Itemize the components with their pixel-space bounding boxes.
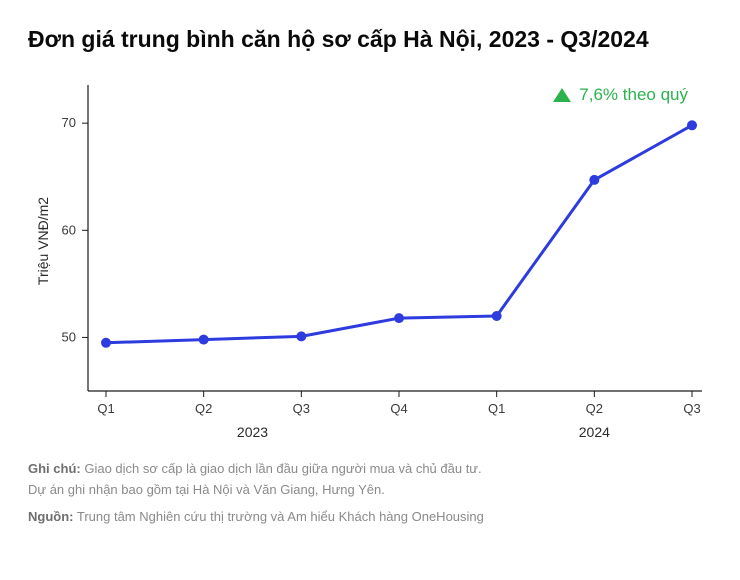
svg-text:2023: 2023: [237, 424, 268, 440]
svg-text:Q2: Q2: [195, 401, 212, 416]
change-badge: 7,6% theo quý: [553, 85, 688, 105]
svg-text:Triệu VNĐ/m2: Triệu VNĐ/m2: [35, 197, 51, 285]
svg-text:Q2: Q2: [586, 401, 603, 416]
svg-text:Q1: Q1: [97, 401, 114, 416]
svg-text:50: 50: [62, 329, 76, 344]
svg-text:Q1: Q1: [488, 401, 505, 416]
note-line-3: Nguồn: Trung tâm Nghiên cứu thị trường v…: [28, 507, 712, 528]
chart-area: 50 60 70 Q1 Q2 Q3 Q4 Q1 Q2 Q3 2023 2024 Triệu VNĐ/m2…: [28, 63, 712, 453]
svg-text:70: 70: [62, 115, 76, 130]
svg-text:Q3: Q3: [683, 401, 700, 416]
note-lead-1: Ghi chú:: [28, 461, 81, 476]
footnotes: Ghi chú: Giao dịch sơ cấp là giao dịch l…: [28, 459, 712, 527]
note-line-2: Dự án ghi nhận bao gồm tại Hà Nội và Văn…: [28, 480, 712, 501]
note-text-1: Giao dịch sơ cấp là giao dịch lần đầu gi…: [84, 461, 481, 476]
triangle-up-icon: [553, 88, 571, 102]
chart-card: Đơn giá trung bình căn hộ sơ cấp Hà Nội,…: [0, 0, 740, 580]
svg-text:2024: 2024: [579, 424, 610, 440]
svg-text:Q4: Q4: [390, 401, 407, 416]
note-text-3: Trung tâm Nghiên cứu thị trường và Am hi…: [77, 509, 484, 524]
svg-text:Q3: Q3: [293, 401, 310, 416]
note-lead-2: Nguồn:: [28, 509, 73, 524]
chart-title: Đơn giá trung bình căn hộ sơ cấp Hà Nội,…: [28, 24, 712, 55]
note-line-1: Ghi chú: Giao dịch sơ cấp là giao dịch l…: [28, 459, 712, 480]
line-chart: 50 60 70 Q1 Q2 Q3 Q4 Q1 Q2 Q3 2023 2024 Triệu VNĐ/m2: [28, 63, 712, 453]
change-text: 7,6% theo quý: [579, 85, 688, 105]
svg-text:60: 60: [62, 222, 76, 237]
